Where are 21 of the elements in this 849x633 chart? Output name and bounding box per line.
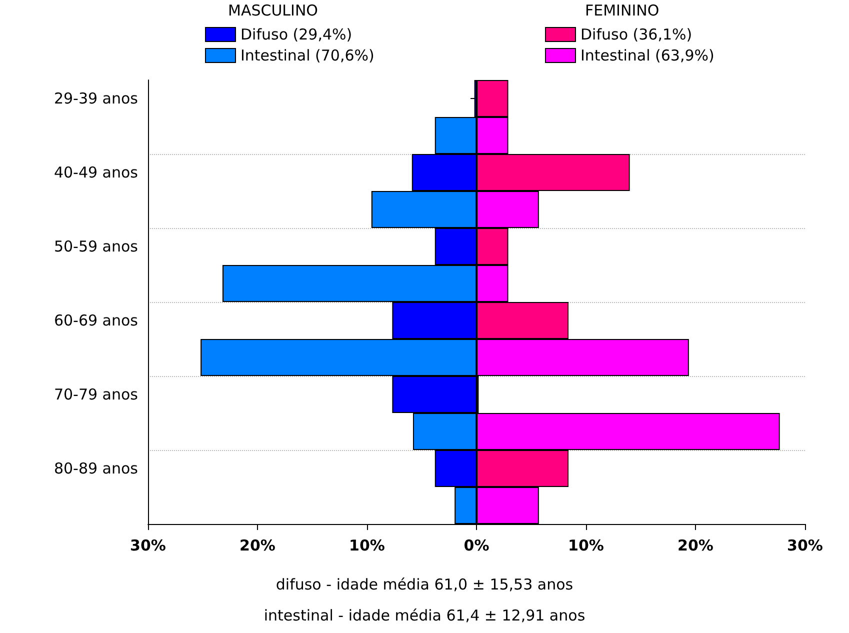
text: MASCULINO bbox=[228, 2, 318, 20]
legend-label: Difuso (36,1%) bbox=[580, 26, 692, 44]
x-tick-label: 30% bbox=[130, 536, 166, 554]
legend-label: Intestinal (63,9%) bbox=[580, 46, 714, 64]
y-tick-label: 40-49 anos bbox=[54, 164, 138, 182]
y-tick-label: 80-89 anos bbox=[54, 460, 138, 478]
y-tick-label: 50-59 anos bbox=[54, 238, 138, 256]
x-tick-label: 0% bbox=[464, 536, 490, 554]
y-tick-label: 70-79 anos bbox=[54, 386, 138, 404]
x-tick-label: 20% bbox=[240, 536, 276, 554]
y-tick-label: 60-69 anos bbox=[54, 312, 138, 330]
x-tick-label: 10% bbox=[349, 536, 385, 554]
y-tick-label: 29-39 anos bbox=[54, 90, 138, 108]
x-tick-label: 30% bbox=[787, 536, 823, 554]
legend-label: Difuso (29,4%) bbox=[240, 26, 352, 44]
text: difuso - idade média 61,0 ± 15,53 anos bbox=[276, 576, 574, 594]
x-tick-label: 10% bbox=[568, 536, 604, 554]
legend-label: Intestinal (70,6%) bbox=[240, 46, 374, 64]
text: FEMININO bbox=[585, 2, 660, 20]
text: intestinal - idade média 61,4 ± 12,91 anos bbox=[264, 606, 586, 624]
x-tick-label: 20% bbox=[678, 536, 714, 554]
